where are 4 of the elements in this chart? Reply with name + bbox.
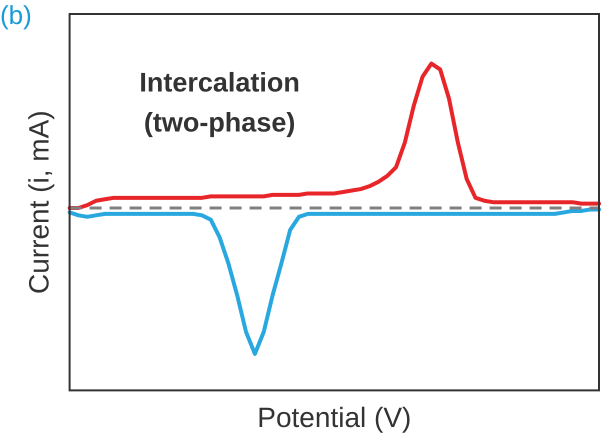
- annotation: Intercalation (two-phase): [139, 67, 300, 138]
- chart-title: (b): [0, 0, 32, 31]
- y-axis-title: Current (i, mA): [24, 110, 55, 294]
- x-axis-title: Potential (V): [257, 402, 412, 433]
